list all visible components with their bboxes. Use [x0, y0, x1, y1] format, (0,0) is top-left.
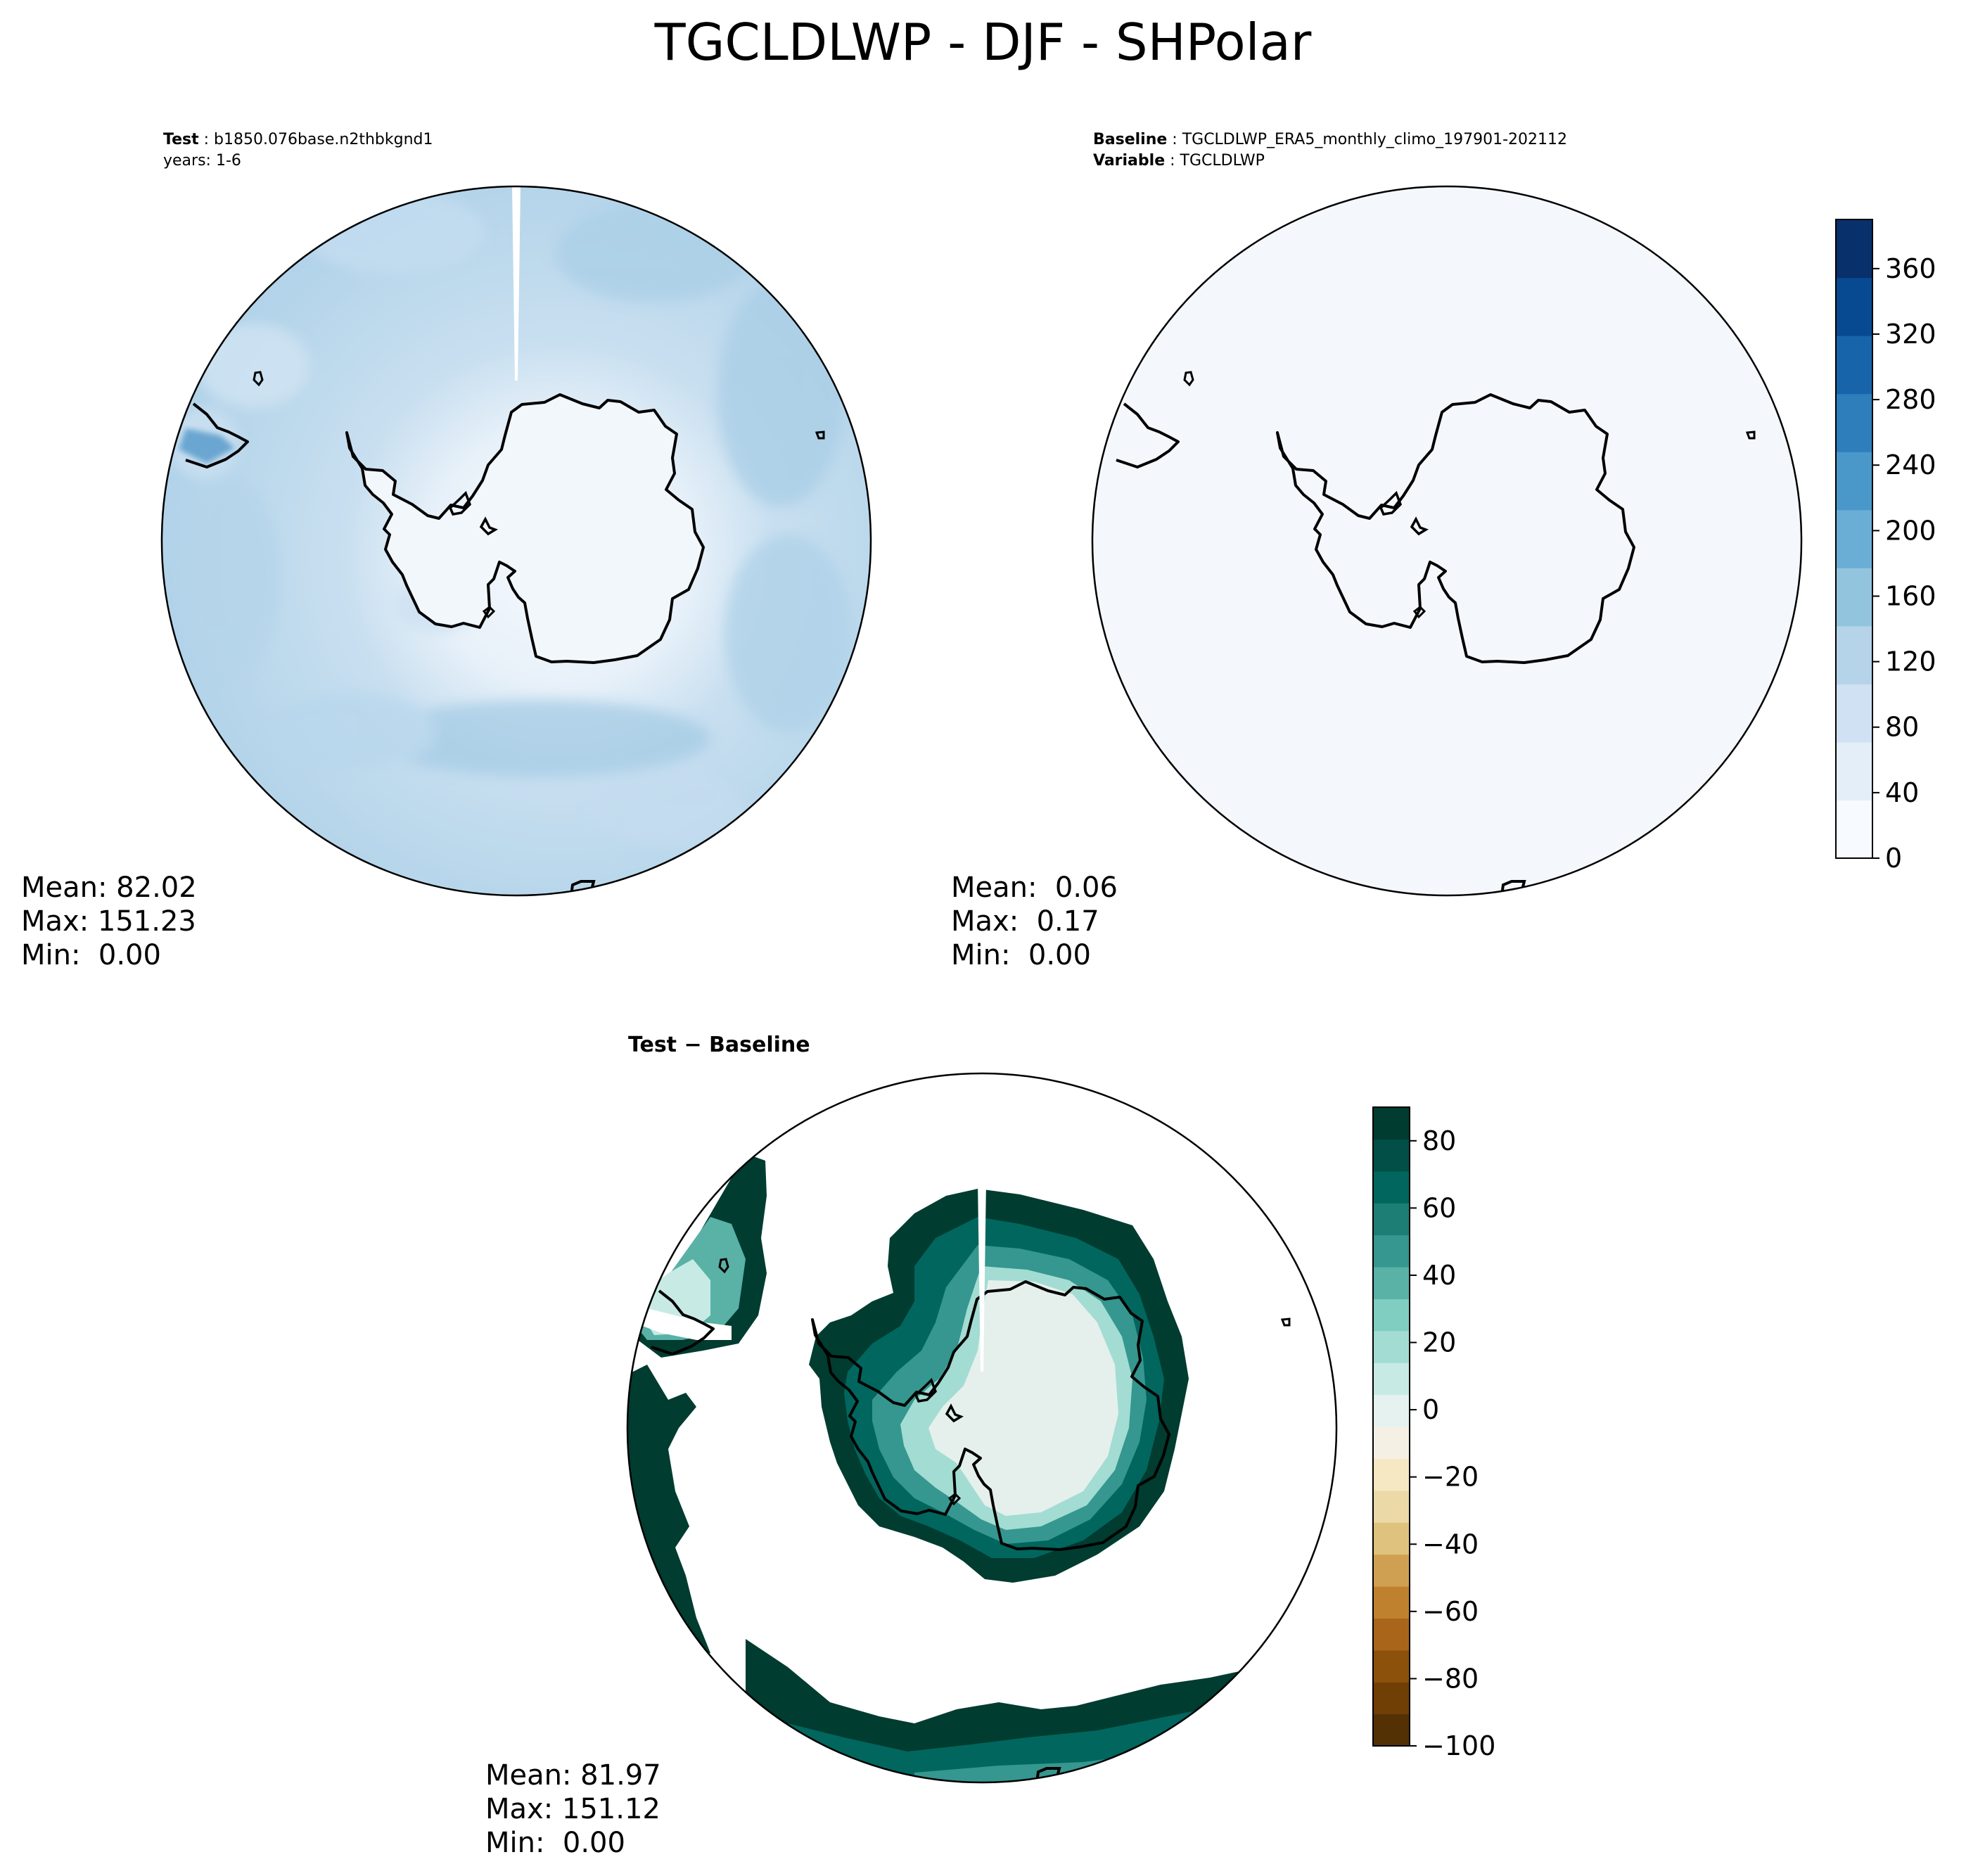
- difference-colorbar: −100 −80 −60 −40 −20 0 20 40 60 80: [1372, 1106, 1495, 1761]
- baseline-header: Baseline : TGCLDLWP_ERA5_monthly_climo_1…: [1093, 131, 1567, 170]
- baseline-variable-name: TGCLDLWP: [1180, 152, 1265, 170]
- diff-colorbar-color-step: [1373, 1298, 1410, 1332]
- test-case-name: b1850.076base.n2thbkgnd1: [214, 131, 433, 148]
- test-map: [160, 185, 872, 897]
- main-colorbar-color-step: [1836, 336, 1872, 395]
- diff-colorbar-color-step: [1373, 1618, 1410, 1651]
- diff-colorbar-color-step: [1373, 1170, 1410, 1204]
- test-label-key: Test: [163, 131, 199, 148]
- main-colorbar-tick-label: 0: [1885, 843, 1902, 874]
- diff-colorbar-color-step: [1373, 1586, 1410, 1619]
- diff-colorbar-tick-label: −60: [1422, 1596, 1479, 1627]
- main-colorbar-frame: [1835, 219, 1873, 859]
- diff-colorbar-tick-label: 60: [1422, 1192, 1456, 1223]
- diff-colorbar-tick-label: −40: [1422, 1529, 1479, 1559]
- main-colorbar-tick-label: 320: [1885, 319, 1936, 350]
- diff-colorbar-color-step: [1373, 1682, 1410, 1715]
- test-min: Min: 0.00: [21, 939, 161, 971]
- diff-colorbar-color-step: [1373, 1267, 1410, 1299]
- baseline-stats: Mean: 0.06 Max: 0.17 Min: 0.00: [951, 871, 1118, 972]
- diff-colorbar-color-step: [1373, 1714, 1410, 1747]
- baseline-min: Min: 0.00: [951, 939, 1091, 971]
- main-colorbar-color-step: [1836, 393, 1872, 452]
- test-header: Test : b1850.076base.n2thbkgnd1 years: 1…: [163, 131, 433, 170]
- baseline-variable-key: Variable: [1093, 152, 1166, 170]
- diff-colorbar-frame: [1372, 1106, 1410, 1747]
- diff-colorbar-color-step: [1373, 1650, 1410, 1683]
- test-years: years: 1-6: [163, 152, 241, 170]
- diff-colorbar-color-step: [1373, 1234, 1410, 1268]
- main-colorbar-color-step: [1836, 568, 1872, 627]
- baseline-label-key: Baseline: [1093, 131, 1168, 148]
- diff-colorbar-color-step: [1373, 1554, 1410, 1587]
- test-mean: Mean: 82.02: [21, 872, 197, 904]
- test-max: Max: 151.23: [21, 905, 196, 938]
- diff-colorbar-color-step: [1373, 1427, 1410, 1459]
- difference-stats: Mean: 81.97 Max: 151.12 Min: 0.00: [485, 1759, 661, 1860]
- main-colorbar: 0 40 80 120 160 200 240 280 320 360: [1835, 219, 1936, 874]
- main-colorbar-color-step: [1836, 625, 1872, 684]
- difference-max: Max: 151.12: [485, 1793, 660, 1825]
- main-colorbar-tick-label: 240: [1885, 449, 1936, 480]
- baseline-map: [1091, 185, 1803, 897]
- main-colorbar-tick-label: 280: [1885, 384, 1936, 415]
- test-stats: Mean: 82.02 Max: 151.23 Min: 0.00: [21, 871, 197, 972]
- diff-colorbar-color-step: [1373, 1107, 1410, 1140]
- diff-colorbar-tick-label: 40: [1422, 1260, 1456, 1291]
- diff-colorbar-tick-label: 0: [1422, 1394, 1439, 1425]
- main-colorbar-tick-label: 200: [1885, 515, 1936, 546]
- main-colorbar-color-step: [1836, 509, 1872, 568]
- diff-colorbar-tick-label: −100: [1422, 1730, 1495, 1761]
- difference-min: Min: 0.00: [485, 1827, 625, 1859]
- main-colorbar-tick-label: 120: [1885, 646, 1936, 677]
- diff-colorbar-color-step: [1373, 1330, 1410, 1363]
- main-colorbar-tick-label: 360: [1885, 253, 1936, 284]
- diff-colorbar-color-step: [1373, 1490, 1410, 1523]
- baseline-mean: Mean: 0.06: [951, 872, 1118, 904]
- difference-title: Test − Baseline: [628, 1033, 810, 1057]
- diff-colorbar-tick-label: −80: [1422, 1663, 1479, 1694]
- baseline-max: Max: 0.17: [951, 905, 1099, 938]
- diff-colorbar-color-step: [1373, 1203, 1410, 1236]
- diff-colorbar-color-step: [1373, 1458, 1410, 1491]
- diff-colorbar-tick-label: 20: [1422, 1327, 1456, 1358]
- main-colorbar-color-step: [1836, 219, 1872, 279]
- diff-colorbar-tick-label: 80: [1422, 1125, 1456, 1156]
- diff-colorbar-color-step: [1373, 1139, 1410, 1172]
- diff-colorbar-color-step: [1373, 1394, 1410, 1427]
- main-colorbar-tick-label: 160: [1885, 580, 1936, 611]
- diff-colorbar-color-step: [1373, 1522, 1410, 1555]
- main-colorbar-color-step: [1836, 741, 1872, 801]
- difference-mean: Mean: 81.97: [485, 1759, 661, 1792]
- main-colorbar-tick-label: 40: [1885, 777, 1919, 808]
- main-colorbar-tick-label: 80: [1885, 712, 1919, 743]
- difference-map: [626, 1072, 1338, 1784]
- main-colorbar-color-step: [1836, 800, 1872, 859]
- main-colorbar-color-step: [1836, 684, 1872, 743]
- baseline-case-name: TGCLDLWP_ERA5_monthly_climo_197901-20211…: [1182, 131, 1567, 148]
- figure-title: TGCLDLWP - DJF - SHPolar: [654, 13, 1312, 72]
- main-colorbar-color-step: [1836, 277, 1872, 336]
- diff-colorbar-color-step: [1373, 1363, 1410, 1396]
- main-colorbar-color-step: [1836, 452, 1872, 511]
- diff-colorbar-tick-label: −20: [1422, 1462, 1479, 1493]
